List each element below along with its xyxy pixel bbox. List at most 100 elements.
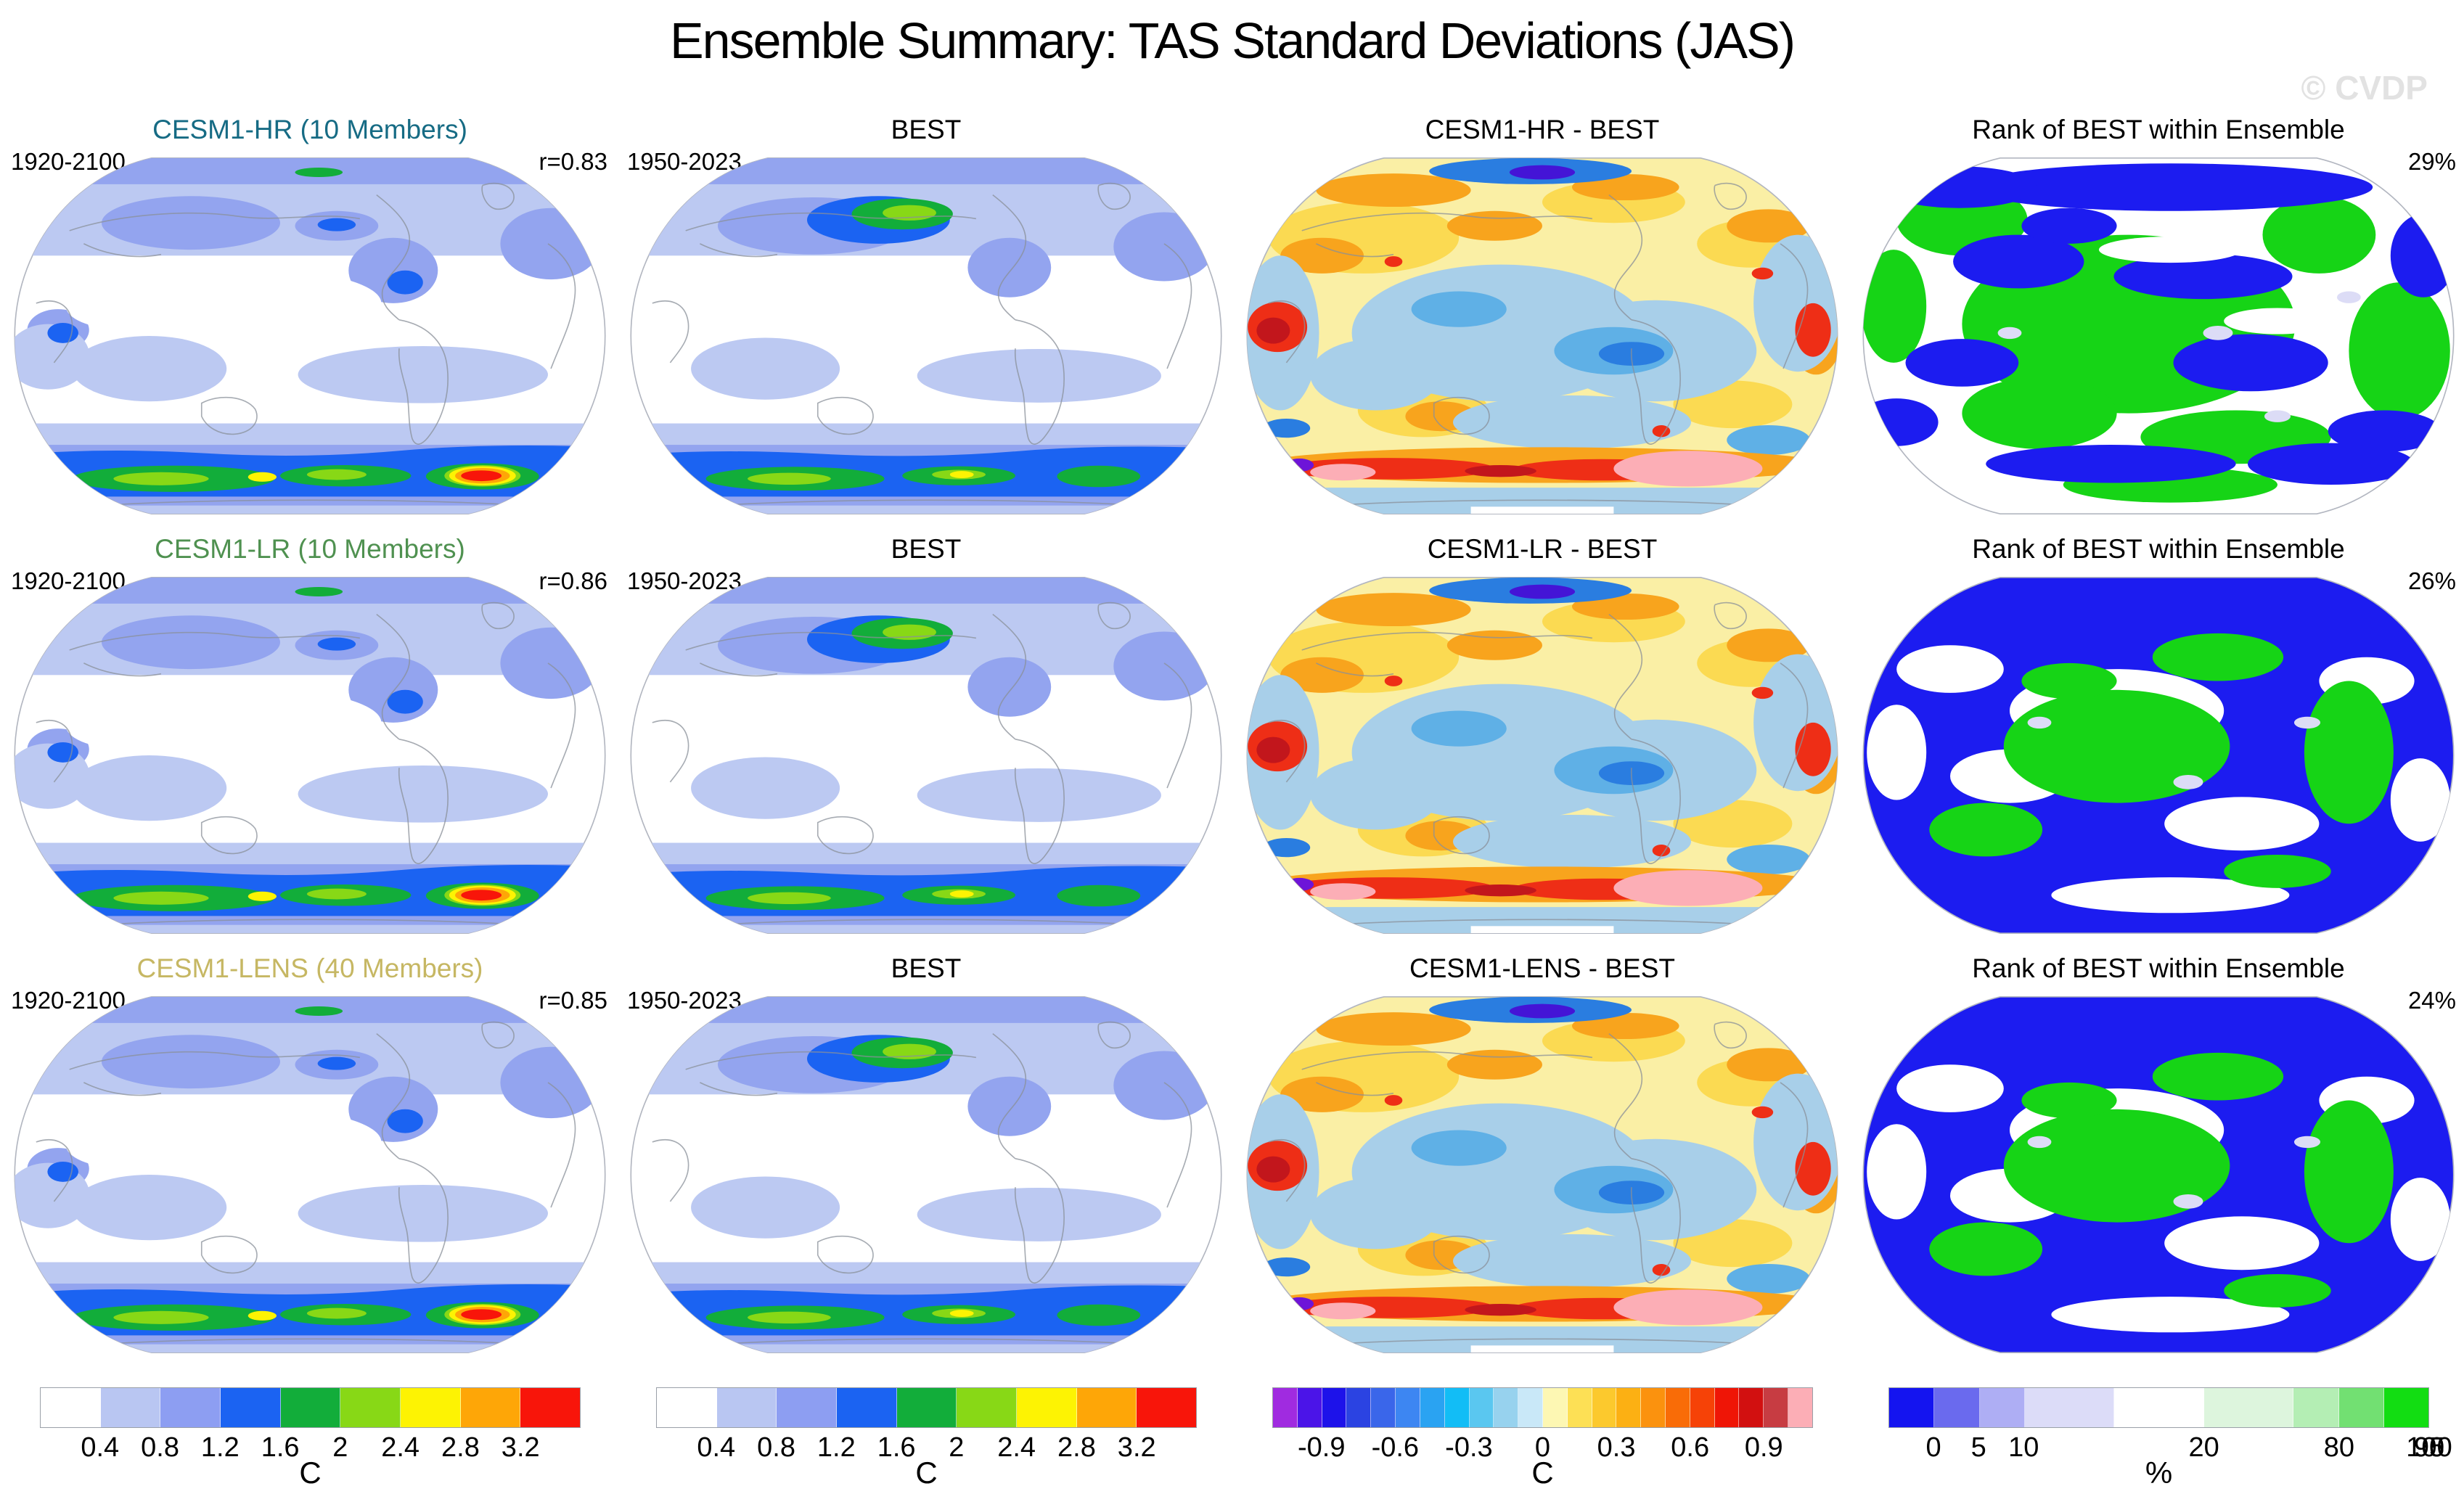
period-label: 1920-2100 xyxy=(11,148,126,175)
colorbar-tick-label: 2.4 xyxy=(381,1432,420,1463)
colorbar-segment xyxy=(1137,1388,1197,1427)
colorbar-segment xyxy=(1567,1388,1592,1427)
colorbar-tick-label: 5 xyxy=(1970,1432,1986,1463)
colorbar-scale xyxy=(1272,1387,1813,1428)
colorbar-segment xyxy=(2114,1388,2204,1427)
colorbar-segment xyxy=(1592,1388,1617,1427)
map-best-stddev xyxy=(629,990,1224,1360)
colorbar-segment xyxy=(1889,1388,1935,1427)
difference-title: CESM1-HR - BEST xyxy=(1425,115,1660,144)
colorbar-stddev-1: 0.4 0.8 1.2 1.6 2 2.4 2.8 3.2 C xyxy=(40,1387,581,1486)
colorbar-unit-label: % xyxy=(2145,1456,2173,1486)
colorbar-tick-label: 95 xyxy=(2413,1432,2445,1463)
colorbar-scale xyxy=(656,1387,1197,1428)
figure-title: Ensemble Summary: TAS Standard Deviation… xyxy=(669,12,1796,69)
colorbar-tick-label: 3.2 xyxy=(1117,1432,1156,1463)
colorbar-segment xyxy=(340,1388,401,1427)
colorbar-tick-label: 3.2 xyxy=(501,1432,540,1463)
colorbar-tick-label: 2 xyxy=(332,1432,348,1463)
colorbar-tick-label: 0.8 xyxy=(141,1432,179,1463)
colorbar-segment xyxy=(2024,1388,2115,1427)
colorbar-segment xyxy=(1542,1388,1568,1427)
panel-row1-best: BEST 1950-2023 xyxy=(627,110,1225,530)
colorbar-segment xyxy=(1739,1388,1764,1427)
colorbar-unit-label: C xyxy=(1531,1456,1554,1486)
colorbar-tick-label: 100 xyxy=(2406,1432,2452,1463)
colorbar-segment xyxy=(221,1388,281,1427)
colorbar-tick-row: 0.4 0.8 1.2 1.6 2 2.4 2.8 3.2 xyxy=(40,1428,581,1463)
pattern-correlation-label: r=0.86 xyxy=(539,567,608,594)
colorbar-segment xyxy=(1494,1388,1519,1427)
colorbar-tick-label: 0.3 xyxy=(1597,1432,1636,1463)
colorbar-segment xyxy=(837,1388,897,1427)
colorbar-tick-label: 1.6 xyxy=(877,1432,916,1463)
model-title: CESM1-LENS (40 Members) xyxy=(136,953,483,983)
colorbar-scale xyxy=(1888,1387,2429,1428)
colorbar-segment xyxy=(1690,1388,1715,1427)
colorbar-scale xyxy=(40,1387,581,1428)
panel-row3-difference: CESM1-LENS - BEST xyxy=(1243,949,1841,1368)
colorbar-segment xyxy=(1297,1388,1322,1427)
colorbar-tick-label: 1.2 xyxy=(816,1432,856,1463)
colorbar-tick-label: 0 xyxy=(1534,1432,1551,1463)
panel-row2-best: BEST 1950-2023 xyxy=(627,530,1225,949)
colorbar-tick-label: 80 xyxy=(2323,1432,2354,1463)
colorbar-segment xyxy=(401,1388,461,1427)
map-ensemble-stddev xyxy=(12,990,607,1360)
colorbar-rank: 0 5 10 20 80 90 95 100 % xyxy=(1888,1387,2452,1486)
colorbar-tick-label: -0.9 xyxy=(1297,1432,1346,1463)
map-best-stddev xyxy=(629,151,1224,521)
colorbar-segment xyxy=(160,1388,221,1427)
colorbar-tick-label: 0 xyxy=(1925,1432,1941,1463)
colorbar-tick-label: 2.8 xyxy=(441,1432,480,1463)
difference-title: CESM1-LENS - BEST xyxy=(1409,953,1675,983)
map-best-stddev xyxy=(629,570,1224,940)
colorbar-tick-label: 0.4 xyxy=(81,1432,120,1463)
model-title: CESM1-LR (10 Members) xyxy=(155,534,465,564)
panel-row1-ensemble-stddev: CESM1-HR (10 Members) 1920-2100 r=0.83 xyxy=(11,110,609,530)
panel-row3-best: BEST 1950-2023 xyxy=(627,949,1225,1368)
colorbar-segment xyxy=(1273,1388,1298,1427)
panel-row2-ensemble-stddev: CESM1-LR (10 Members) 1920-2100 r=0.86 xyxy=(11,530,609,949)
colorbar-segment xyxy=(2203,1388,2294,1427)
colorbar-segment xyxy=(2293,1388,2339,1427)
map-ensemble-stddev xyxy=(12,570,607,940)
colorbar-tick-label: 0.4 xyxy=(697,1432,736,1463)
model-title: CESM1-HR (10 Members) xyxy=(152,115,467,144)
colorbar-segment xyxy=(1979,1388,2025,1427)
colorbar-segment xyxy=(1396,1388,1420,1427)
colorbar-tick-label: 0.6 xyxy=(1671,1432,1710,1463)
map-rank xyxy=(1861,990,2456,1360)
colorbar-tick-label: -0.6 xyxy=(1371,1432,1420,1463)
colorbar-tick-label: 0.9 xyxy=(1744,1432,1783,1463)
colorbar-difference: -0.9 -0.6 -0.3 0 0.3 0.6 0.9 C xyxy=(1272,1387,1813,1486)
colorbar-segment xyxy=(896,1388,957,1427)
period-label: 1920-2100 xyxy=(11,987,126,1014)
colorbar-segment xyxy=(1934,1388,1980,1427)
panel-row1-rank: Rank of BEST within Ensemble 29% xyxy=(1859,110,2457,530)
colorbar-segment xyxy=(1346,1388,1372,1427)
colorbar-tick-row: 0 5 10 20 80 90 95 100 xyxy=(1888,1428,2452,1463)
pattern-correlation-label: r=0.83 xyxy=(539,148,608,175)
colorbar-segment xyxy=(1017,1388,1077,1427)
colorbar-segment xyxy=(1076,1388,1137,1427)
colorbar-segment xyxy=(1420,1388,1445,1427)
colorbar-segment xyxy=(957,1388,1018,1427)
colorbar-segment xyxy=(280,1388,341,1427)
difference-title: CESM1-LR - BEST xyxy=(1427,534,1658,564)
map-difference xyxy=(1245,151,1840,521)
map-ensemble-stddev xyxy=(12,151,607,521)
colorbar-tick-row: 0.4 0.8 1.2 1.6 2 2.4 2.8 3.2 xyxy=(656,1428,1197,1463)
period-label: 1950-2023 xyxy=(627,567,742,594)
colorbar-segment xyxy=(1322,1388,1347,1427)
colorbar-stddev-2: 0.4 0.8 1.2 1.6 2 2.4 2.8 3.2 C xyxy=(656,1387,1197,1486)
best-title: BEST xyxy=(891,534,962,564)
rank-percent-label: 29% xyxy=(2407,148,2456,175)
colorbar-unit-label: C xyxy=(299,1456,322,1486)
pattern-correlation-label: r=0.85 xyxy=(539,987,608,1014)
panel-row1-difference: CESM1-HR - BEST xyxy=(1243,110,1841,530)
colorbar-tick-label: 10 xyxy=(2008,1432,2039,1463)
colorbar-segment xyxy=(657,1388,717,1427)
period-label: 1950-2023 xyxy=(627,148,742,175)
map-rank xyxy=(1861,151,2456,521)
